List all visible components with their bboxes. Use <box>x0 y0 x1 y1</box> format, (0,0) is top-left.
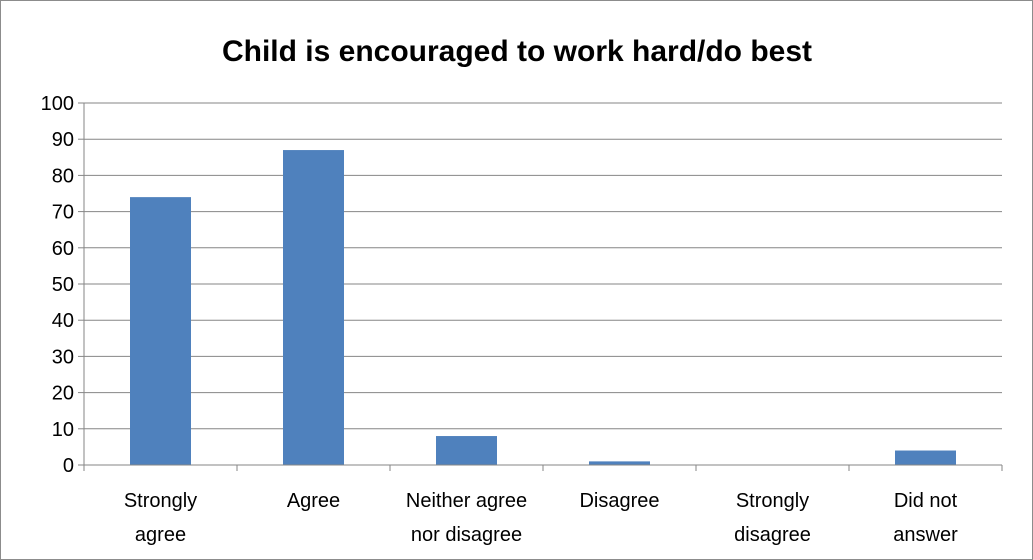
y-tick-label: 60 <box>52 238 74 260</box>
x-category-label-line: answer <box>893 524 958 546</box>
y-tick-label: 40 <box>52 310 74 332</box>
x-category-label: Strongly disagree <box>734 490 811 546</box>
x-category-label: Neither agree nor disagree <box>406 490 527 546</box>
y-tick-label: 90 <box>52 129 74 151</box>
x-category-label-line: Disagree <box>579 490 659 512</box>
x-category-label: Disagree <box>579 490 659 512</box>
x-axis-labels: Strongly agree Agree Neither agree nor disag… <box>124 490 958 546</box>
y-tick-label: 10 <box>52 419 74 441</box>
y-tick-label: 70 <box>52 202 74 224</box>
x-category-label-line: Strongly <box>124 490 197 512</box>
bars <box>130 150 956 465</box>
x-category-label-line: Did not <box>894 490 958 512</box>
x-category-label-line: disagree <box>734 524 811 546</box>
gridlines <box>84 102 1002 430</box>
y-tick-label: 0 <box>63 455 74 477</box>
x-category-label-line: nor disagree <box>411 524 522 546</box>
bar <box>436 436 497 465</box>
bar <box>895 450 956 465</box>
y-tick-label: 20 <box>52 383 74 405</box>
x-category-label-line: Strongly <box>736 490 809 512</box>
y-axis-ticks: 0 10 20 30 40 50 60 70 80 90 100 <box>41 93 84 477</box>
x-category-label-line: agree <box>135 524 186 546</box>
chart-title: Child is encouraged to work hard/do best <box>222 35 812 68</box>
x-category-label-line: Neither agree <box>406 490 527 512</box>
y-tick-label: 30 <box>52 346 74 368</box>
bar <box>283 150 344 465</box>
x-axis <box>83 103 1003 471</box>
x-category-label-line: Agree <box>287 490 340 512</box>
y-tick-label: 80 <box>52 165 74 187</box>
bar <box>589 461 650 465</box>
x-category-label: Strongly agree <box>124 490 197 546</box>
y-tick-label: 100 <box>41 93 74 115</box>
x-category-label: Agree <box>287 490 340 512</box>
y-tick-label: 50 <box>52 274 74 296</box>
x-category-label: Did not answer <box>893 490 958 546</box>
bar <box>130 197 191 465</box>
